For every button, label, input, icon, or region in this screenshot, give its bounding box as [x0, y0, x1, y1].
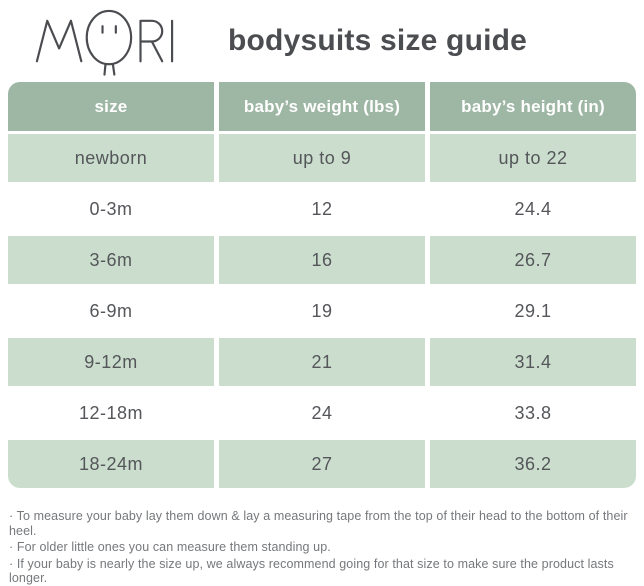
height-cell: 26.7 — [430, 236, 636, 284]
logo-leg-left — [103, 62, 107, 76]
weight-cell: 21 — [219, 338, 425, 386]
weight-cell: 19 — [219, 287, 425, 335]
logo-letter-r — [139, 19, 164, 62]
size-cell: 0-3m — [8, 185, 214, 233]
weight-cell: 16 — [219, 236, 425, 284]
size-cell: newborn — [8, 134, 214, 182]
height-cell: 36.2 — [430, 440, 636, 488]
height-cell: 33.8 — [430, 389, 636, 437]
height-cell: 24.4 — [430, 185, 636, 233]
size-cell: 9-12m — [8, 338, 214, 386]
logo-letter-m — [35, 19, 83, 62]
logo-head — [85, 9, 133, 65]
note-measure-standing: · For older little ones you can measure … — [9, 540, 331, 554]
weight-cell: 27 — [219, 440, 425, 488]
note-size-up: · If your baby is nearly the size up, we… — [9, 556, 614, 586]
height-cell: up to 22 — [430, 134, 636, 182]
logo-leg-right — [111, 62, 116, 76]
height-cell: 31.4 — [430, 338, 636, 386]
height-cell: 29.1 — [430, 287, 636, 335]
size-guide-table: size baby’s weight (lbs) baby’s height (… — [8, 82, 636, 488]
weight-cell: 12 — [219, 185, 425, 233]
weight-cell: up to 9 — [219, 134, 425, 182]
size-col-header: size — [8, 82, 214, 131]
size-cell: 6-9m — [8, 287, 214, 335]
weight-col-header: baby’s weight (lbs) — [219, 82, 425, 131]
size-cell: 12-18m — [8, 389, 214, 437]
page-header: bodysuits size guide — [0, 0, 644, 82]
mori-logo-icon — [35, 9, 174, 76]
weight-cell: 24 — [219, 389, 425, 437]
measurement-notes: · To measure your baby lay them down & l… — [9, 509, 636, 586]
page-title: bodysuits size guide — [228, 24, 528, 57]
mori-logo — [30, 4, 178, 79]
size-cell: 18-24m — [8, 440, 214, 488]
size-cell: 3-6m — [8, 236, 214, 284]
note-measure-lying: · To measure your baby lay them down & l… — [9, 509, 628, 538]
height-col-header: baby’s height (in) — [430, 82, 636, 131]
